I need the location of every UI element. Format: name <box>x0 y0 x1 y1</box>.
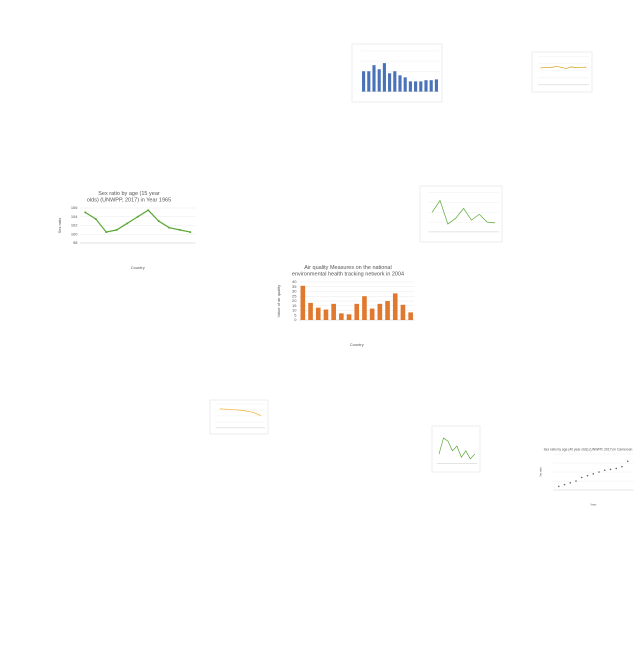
bar <box>400 304 406 320</box>
chart <box>431 425 481 473</box>
chart: Air quality Measures on the national envi… <box>274 262 422 350</box>
point <box>598 471 600 473</box>
point <box>586 474 589 477</box>
point <box>569 482 572 484</box>
bar <box>308 302 313 320</box>
point <box>84 211 87 214</box>
line <box>219 408 262 416</box>
point <box>592 473 595 475</box>
y-axis-label: Sex ratio <box>57 217 62 234</box>
bar <box>434 79 438 92</box>
bar <box>408 81 412 92</box>
bar <box>392 293 398 320</box>
bar <box>339 313 344 320</box>
chart <box>209 399 269 435</box>
point <box>178 228 181 231</box>
point <box>563 483 566 486</box>
point <box>94 217 97 220</box>
line <box>431 199 496 225</box>
bar <box>362 71 366 92</box>
chart-frame <box>531 51 593 93</box>
bar <box>398 75 402 92</box>
chart: Sex ratio by age (40 year olds) (UNWPP, … <box>538 446 638 508</box>
point <box>147 209 150 212</box>
y-tick-label: 30 <box>292 289 297 294</box>
y-tick-label: 106 <box>71 205 78 210</box>
y-tick-label: 35 <box>292 284 297 289</box>
y-axis-label: Sex ratio <box>540 467 543 477</box>
bar <box>408 312 413 320</box>
bar <box>403 77 407 92</box>
y-tick-label: 25 <box>292 293 297 298</box>
bar <box>323 309 329 320</box>
chart <box>531 51 593 93</box>
bar <box>393 71 397 92</box>
bar <box>419 81 423 92</box>
bar <box>377 303 383 320</box>
x-axis-label: Country <box>131 265 145 270</box>
point <box>603 469 606 472</box>
y-tick-label: 98 <box>73 240 78 245</box>
bar <box>372 65 376 92</box>
bar <box>382 63 386 92</box>
bar <box>331 303 336 320</box>
chart-title: Sex ratio by age (40 year olds) (UNWPP, … <box>544 447 633 451</box>
bar <box>362 296 367 320</box>
bar <box>369 308 375 320</box>
bar <box>424 80 428 92</box>
point <box>189 231 192 234</box>
point <box>615 467 618 470</box>
chart <box>419 185 503 243</box>
chart: Sex ratio by age (15 year olds) (UNWPP, 2… <box>55 188 203 273</box>
chart-title: Air quality Measures on the national envi… <box>292 265 404 278</box>
point <box>157 220 160 223</box>
point <box>575 480 577 482</box>
y-axis-label: Value of air quality <box>276 285 281 318</box>
line <box>540 65 587 69</box>
y-tick-label: 20 <box>292 298 297 303</box>
y-tick-label: 40 <box>292 279 297 284</box>
chart-frame <box>55 188 203 273</box>
chart-frame <box>431 425 481 473</box>
point <box>621 465 623 468</box>
bar <box>429 80 433 92</box>
point <box>126 222 129 225</box>
bar <box>346 314 352 320</box>
y-tick-label: 15 <box>292 303 297 308</box>
bar <box>315 307 321 320</box>
point <box>557 485 560 488</box>
chart-title: Sex ratio by age (15 year olds) (UNWPP, 2… <box>87 191 171 204</box>
point <box>609 468 612 471</box>
point <box>136 215 139 218</box>
chart-frame <box>419 185 503 243</box>
bar <box>388 73 392 92</box>
point <box>580 476 583 479</box>
point <box>626 460 629 463</box>
y-tick-label: 0 <box>294 317 297 322</box>
y-tick-label: 5 <box>294 312 297 317</box>
chart-frame <box>209 399 269 435</box>
point <box>105 231 108 234</box>
y-tick-label: 104 <box>71 214 78 219</box>
point <box>115 228 118 231</box>
point <box>168 226 171 229</box>
line <box>438 437 476 460</box>
chart <box>351 43 443 103</box>
bar <box>414 81 418 92</box>
x-axis-label: Country <box>350 342 364 347</box>
y-tick-label: 102 <box>71 223 78 228</box>
x-axis-label: Years <box>590 504 597 507</box>
bar <box>377 69 381 92</box>
chart-frame <box>351 43 443 103</box>
bar <box>367 71 371 92</box>
bar <box>300 285 306 320</box>
bar <box>385 301 390 320</box>
chart-frame <box>538 446 638 508</box>
y-tick-label: 10 <box>292 308 297 313</box>
y-tick-label: 100 <box>71 231 78 236</box>
bar <box>354 303 360 320</box>
